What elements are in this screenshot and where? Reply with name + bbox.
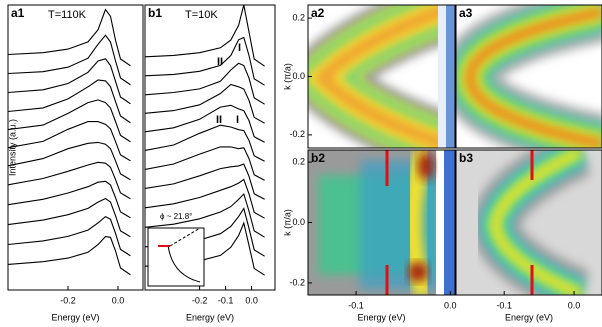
- edc-curve: [145, 83, 265, 124]
- panel: [308, 5, 455, 148]
- panel: [456, 150, 602, 295]
- panel-frame: [455, 4, 602, 149]
- x-axis-label: Energy (eV): [357, 312, 405, 322]
- edc-curve: [8, 121, 131, 162]
- panel-label: a2: [311, 6, 325, 20]
- x-axis-label: Energy (eV): [505, 312, 553, 322]
- x-tick-label: -0.1: [218, 295, 234, 305]
- edc-curve: [145, 163, 265, 200]
- x-tick-label: 0.0: [568, 300, 581, 310]
- y-tick-label: 0.2: [292, 156, 305, 166]
- edc-curve: [8, 180, 131, 219]
- map-peak: [408, 262, 428, 282]
- x-tick-label: 0.0: [112, 295, 125, 305]
- y-axis-label: k (π/a): [282, 63, 292, 90]
- x-axis-label: Energy (eV): [186, 312, 234, 322]
- panel: [8, 8, 131, 276]
- edc-curve: [8, 79, 131, 124]
- edc-curve: [145, 36, 265, 86]
- edc-curve: [145, 5, 265, 67]
- edc-curve: [145, 146, 265, 181]
- x-tick-label: -0.2: [192, 295, 208, 305]
- map-band: [467, 9, 602, 147]
- edc-curve: [145, 62, 265, 105]
- map-band: [490, 150, 582, 295]
- panel-label: b1: [148, 6, 162, 20]
- panel-frame: [7, 4, 144, 291]
- panel-label: a3: [459, 6, 473, 20]
- edc-curve: [145, 104, 265, 143]
- map-edge: [444, 150, 455, 295]
- edc-curve: [8, 58, 131, 105]
- panel-label: b3: [459, 151, 473, 165]
- edc-curve: [8, 99, 131, 143]
- edc-curve: [8, 235, 131, 276]
- edc-curve: [145, 124, 265, 162]
- edc-curve: [8, 141, 131, 181]
- y-tick-label: -0.2: [289, 129, 305, 139]
- panel: [145, 5, 265, 276]
- edc-curve: [145, 192, 265, 238]
- x-tick-label: -0.1: [348, 300, 364, 310]
- map-peak: [418, 152, 434, 180]
- peak-marker: II: [217, 56, 223, 68]
- x-axis-label: Energy (eV): [51, 312, 99, 322]
- edc-curve: [8, 197, 131, 238]
- panel: [456, 5, 602, 148]
- temperature-label: T=110K: [48, 9, 87, 21]
- map-band: [313, 5, 453, 148]
- y-axis-label: Intensity (a.u.): [7, 119, 17, 176]
- y-tick-label: 0.2: [292, 13, 305, 23]
- y-tick-label: -0.2: [289, 277, 305, 287]
- y-axis-label: k (π/a): [282, 209, 292, 236]
- map-edge: [436, 150, 444, 295]
- y-tick-label: 0.0: [292, 71, 305, 81]
- y-tick-label: 0.0: [292, 217, 305, 227]
- x-tick-label: 0.0: [444, 300, 457, 310]
- x-tick-label: -0.2: [60, 295, 76, 305]
- edc-curve: [8, 34, 131, 86]
- panel-frame: [455, 149, 602, 296]
- inset-angle: ϕ ~ 21.8°: [160, 212, 192, 221]
- map-edge: [446, 5, 455, 148]
- panel-label: b2: [311, 151, 325, 165]
- x-tick-label: 0.0: [245, 295, 258, 305]
- x-tick-label: -0.1: [496, 300, 512, 310]
- temperature-label: T=10K: [185, 9, 218, 21]
- inset-dash: [169, 227, 201, 247]
- inset-frame: [147, 227, 205, 287]
- peak-marker: I: [236, 114, 239, 126]
- panel: [308, 150, 455, 295]
- edc-curve: [8, 215, 131, 257]
- inset-curve: [167, 244, 201, 283]
- peak-marker: I: [238, 42, 241, 54]
- panel-frame: [144, 4, 276, 291]
- panel-label: a1: [11, 6, 25, 20]
- edc-curve: [8, 161, 131, 200]
- edc-curve: [145, 178, 265, 219]
- peak-marker: II: [216, 114, 222, 126]
- edc-curve: [8, 8, 131, 67]
